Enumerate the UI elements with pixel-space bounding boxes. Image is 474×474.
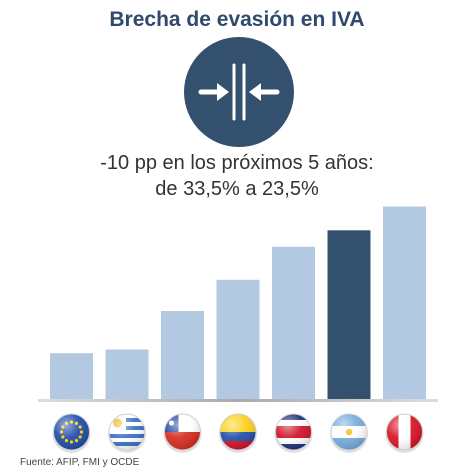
chart-title: Brecha de evasión en IVA <box>109 8 365 31</box>
bar-costa-rica <box>272 246 315 399</box>
flag-peru-icon <box>385 413 424 453</box>
bar-peru <box>383 206 426 399</box>
subtitle-line-2: de 33,5% a 23,5% <box>155 178 319 200</box>
bar-chile <box>161 311 204 399</box>
flags-group <box>52 413 424 453</box>
bar-argentina <box>327 230 371 399</box>
bars-group <box>50 206 426 399</box>
gap-badge <box>184 37 294 147</box>
flag-chile-icon <box>163 413 202 453</box>
flag-costa-rica-icon <box>274 413 313 453</box>
flag-uruguay-icon <box>108 413 146 453</box>
flag-union-europea-icon <box>52 413 91 453</box>
flag-argentina-icon <box>330 413 368 453</box>
chart-baseline <box>38 399 438 402</box>
source-note: Fuente: AFIP, FMI y OCDE <box>20 457 140 468</box>
compress-arrows-icon <box>198 63 280 121</box>
subtitle-line-1: -10 pp en los próximos 5 años: <box>100 152 374 174</box>
bar-union-europea <box>50 353 93 399</box>
chart-subtitle: -10 pp en los próximos 5 años: de 33,5% … <box>0 150 474 202</box>
bar-colombia <box>216 279 260 399</box>
bar-uruguay <box>105 349 149 399</box>
flag-colombia-icon <box>219 413 257 453</box>
